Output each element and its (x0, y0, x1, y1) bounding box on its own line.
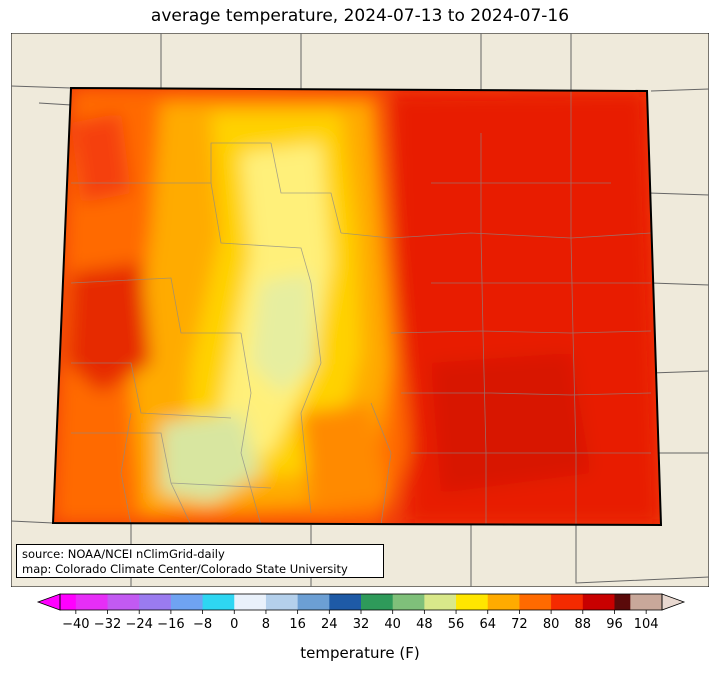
colorbar-tick-label: −24 (125, 617, 152, 632)
colorbar-tick-label: 24 (321, 617, 338, 632)
colorbar-band (424, 594, 457, 610)
colorbar-max-extension (661, 593, 686, 611)
colorbar-band (265, 594, 299, 610)
colorbar-band (630, 594, 663, 610)
colorbar-tick-label: 0 (230, 617, 238, 632)
colorbar-tick-label: 104 (634, 617, 659, 632)
colorbar-tick-label: 96 (606, 617, 623, 632)
colorbar-tick-label: 72 (511, 617, 528, 632)
colorbar-tick-label: 56 (448, 617, 465, 632)
colorbar-band (392, 594, 425, 610)
colorbar-band (551, 594, 584, 610)
colorbar-band (297, 594, 330, 610)
colorbar-band (614, 594, 631, 610)
map-credit-line: map: Colorado Climate Center/Colorado St… (22, 562, 348, 576)
colorado-temperature-field (53, 88, 661, 525)
colorbar-tick-label: −8 (193, 617, 212, 632)
colorbar-min-extension (36, 593, 61, 611)
colorbar-tick-label: 32 (353, 617, 370, 632)
colorbar-tick-label: 88 (575, 617, 592, 632)
colorbar-tick-label: 16 (289, 617, 306, 632)
colorbar-band (60, 594, 77, 610)
colorbar-tick-label: 80 (543, 617, 560, 632)
colorado-border (51, 86, 663, 527)
colorbar-band (456, 594, 489, 610)
colorbar-band (170, 594, 204, 610)
colorbar-label: temperature (F) (300, 644, 420, 662)
colorbar-band (329, 594, 362, 610)
colorbar-band (75, 594, 109, 610)
colorbar-tick-label: −40 (62, 617, 89, 632)
county-lines (70, 91, 652, 525)
colorbar-band (202, 594, 235, 610)
source-box: source: NOAA/NCEI nClimGrid-daily map: C… (16, 544, 384, 578)
colorbar-band (487, 594, 520, 610)
colorbar-band (361, 594, 394, 610)
map-title: average temperature, 2024-07-13 to 2024-… (150, 6, 570, 26)
colorbar-band (139, 594, 172, 610)
map-frame (11, 33, 709, 587)
colorbar-tick-label: 8 (262, 617, 270, 632)
colorbar-band (582, 594, 615, 610)
colorbar-tick-label: 64 (479, 617, 496, 632)
colorbar-band (519, 594, 552, 610)
colorbar-tick-label: 48 (416, 617, 433, 632)
colorbar-tick-label: −32 (94, 617, 121, 632)
colorbar-tick-label: 40 (384, 617, 401, 632)
colorbar: −40 −32 −24 −16 −8 0 8 16 24 32 40 48 56 64 72 80 88 96 10… (36, 593, 686, 632)
source-line: source: NOAA/NCEI nClimGrid-daily (22, 547, 225, 561)
colorbar-tick-label: −16 (157, 617, 184, 632)
colorbar-band (107, 594, 140, 610)
colorbar-band (234, 594, 267, 610)
